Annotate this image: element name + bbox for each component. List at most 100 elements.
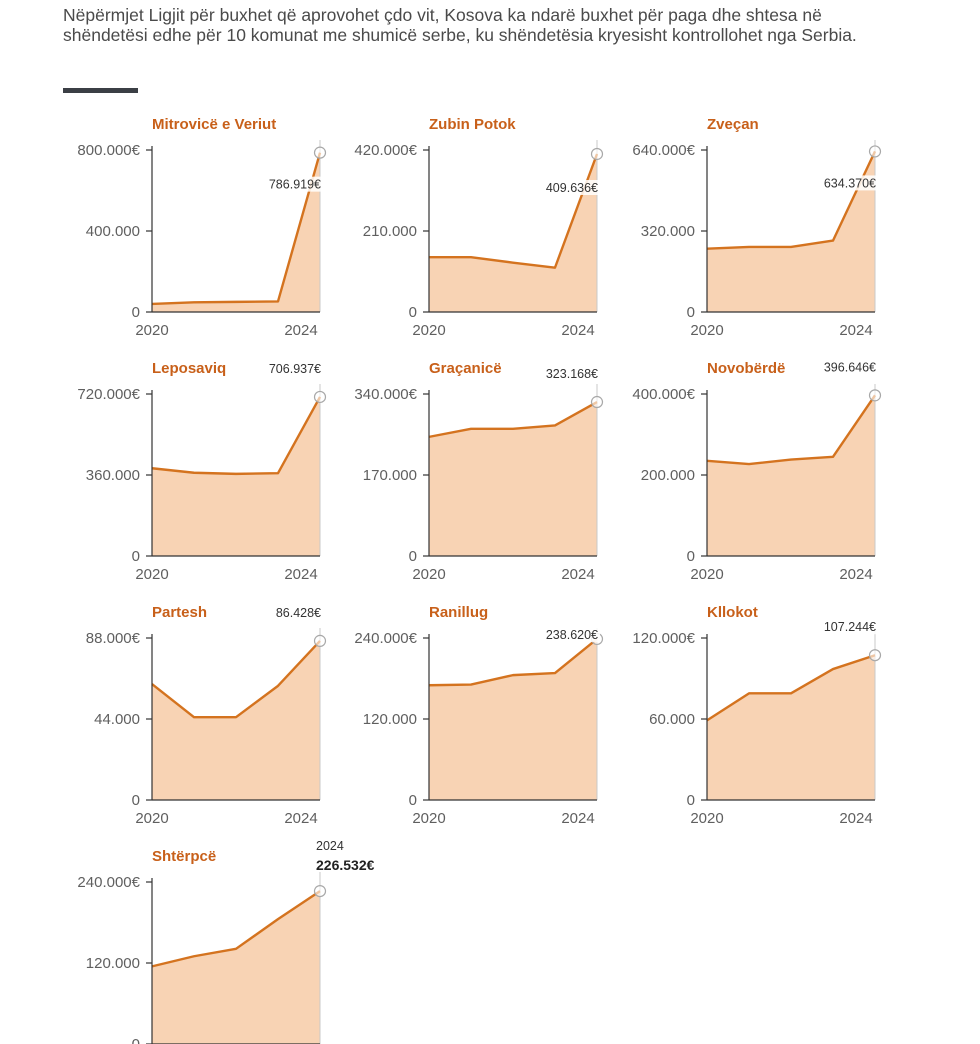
area-fill	[152, 396, 320, 556]
y-tick-label: 0	[132, 548, 140, 565]
x-tick-label: 2024	[839, 810, 872, 827]
chart-title: Shtërpcë	[152, 848, 216, 865]
area-fill	[429, 402, 597, 556]
x-tick-label: 2024	[284, 566, 317, 583]
chart-title: Zubin Potok	[429, 116, 516, 133]
y-tick-label: 88.000€	[86, 630, 141, 647]
y-tick-label: 320.000	[641, 223, 695, 240]
intro-text: Nëpërmjet Ligjit për buxhet që aprovohet…	[63, 5, 857, 45]
area-fill	[429, 638, 597, 800]
x-tick-label: 2024	[284, 810, 317, 827]
area-fill	[152, 152, 320, 312]
y-tick-label: 170.000	[363, 467, 417, 484]
value-label-bg	[814, 359, 878, 375]
area-fill	[707, 151, 875, 312]
x-tick-label: 2024	[561, 566, 594, 583]
x-tick-label: 2020	[690, 322, 723, 339]
chart-panel: Shtërpcë 0 120.000 240.000€ 2024 226.532€	[77, 839, 375, 1044]
value-label: 706.937€	[269, 362, 321, 376]
value-label-bg	[259, 176, 323, 192]
value-label: 786.919€	[269, 178, 321, 192]
chart-panel: Graçanicë 0 170.000 340.000€ 2020 2024 323.168…	[354, 360, 604, 583]
chart-panel: Partesh 0 44.000 88.000€ 2020 2024 86.428€	[86, 604, 327, 827]
value-label: 226.532€	[316, 857, 375, 873]
series-line	[706, 150, 877, 250]
x-tick-label: 2020	[135, 810, 168, 827]
highlight-point	[868, 145, 882, 158]
highlight-point	[313, 146, 327, 159]
value-label-bg	[536, 179, 600, 195]
value-label: 396.646€	[824, 360, 876, 374]
highlight-point	[313, 884, 327, 898]
series-line	[151, 640, 321, 719]
x-tick-label: 2020	[135, 322, 168, 339]
highlight-point	[590, 147, 604, 161]
y-tick-label: 420.000€	[354, 142, 417, 159]
chart-title: Kllokot	[707, 604, 758, 621]
value-label-bg	[814, 619, 878, 635]
value-label-bg	[536, 366, 600, 382]
chart-panel: Mitrovicë e Veriut 0 400.000 800.000€ 2020 20…	[77, 116, 327, 339]
value-label: 634.370€	[824, 176, 876, 190]
area-fill	[429, 153, 597, 312]
x-tick-label: 2020	[135, 566, 168, 583]
section-divider	[63, 88, 138, 93]
y-tick-label: 44.000	[94, 711, 140, 728]
series-line	[428, 400, 598, 439]
area-fill	[152, 640, 320, 800]
y-tick-label: 120.000€	[632, 630, 695, 647]
highlight-point	[313, 634, 327, 647]
chart-title: Leposaviq	[152, 360, 226, 377]
highlight-point	[868, 649, 882, 662]
y-tick-label: 0	[687, 792, 695, 809]
y-tick-label: 0	[132, 792, 140, 809]
area-fill	[707, 395, 875, 556]
value-label-bg	[814, 175, 878, 191]
chart-panel: Novobërdë 0 200.000 400.000€ 2020 2024 396.646…	[632, 359, 882, 583]
y-tick-label: 400.000€	[632, 386, 695, 403]
y-tick-label: 0	[132, 1036, 140, 1044]
chart-panel: Kllokot 0 60.000 120.000€ 2020 2024 107.244€	[632, 604, 882, 827]
series-line	[151, 152, 322, 306]
value-year-label: 2024	[316, 839, 344, 853]
series-line	[428, 638, 598, 687]
value-label-bg	[536, 626, 600, 642]
series-line	[151, 396, 322, 476]
x-tick-label: 2024	[839, 566, 872, 583]
value-label: 409.636€	[546, 181, 598, 195]
x-tick-label: 2020	[412, 566, 445, 583]
x-tick-label: 2024	[561, 322, 594, 339]
chart-title: Novobërdë	[707, 360, 785, 377]
chart-panel: Zubin Potok 0 210.000 420.000€ 2020 2024 409.6…	[354, 116, 604, 339]
highlight-point	[868, 389, 882, 402]
y-tick-label: 0	[687, 548, 695, 565]
series-line	[706, 394, 876, 466]
y-tick-label: 720.000€	[77, 386, 140, 403]
y-tick-label: 120.000	[363, 711, 417, 728]
value-label: 238.620€	[546, 628, 598, 642]
series-line	[706, 654, 876, 722]
value-label-bg	[266, 604, 323, 620]
y-tick-label: 0	[409, 792, 417, 809]
y-tick-label: 360.000	[86, 467, 140, 484]
chart-panel: Zveçan 0 320.000 640.000€ 2020 2024 634.370€	[632, 116, 882, 339]
y-tick-label: 800.000€	[77, 142, 140, 159]
y-tick-label: 0	[132, 304, 140, 321]
y-tick-label: 640.000€	[632, 142, 695, 159]
chart-title: Mitrovicë e Veriut	[152, 116, 276, 133]
highlight-point	[313, 390, 327, 404]
y-tick-label: 60.000	[649, 711, 695, 728]
chart-panel: Ranillug 0 120.000 240.000€ 2020 2024 238.620€	[354, 604, 604, 827]
y-tick-label: 340.000€	[354, 386, 417, 403]
chart-panel: Leposaviq 0 360.000 720.000€ 2020 2024 706.937…	[77, 360, 327, 583]
area-fill	[152, 891, 320, 1044]
area-fill	[707, 655, 875, 800]
y-tick-label: 0	[409, 548, 417, 565]
series-line	[151, 890, 321, 968]
chart-title: Zveçan	[707, 116, 759, 133]
x-tick-label: 2024	[839, 322, 872, 339]
x-tick-label: 2020	[412, 322, 445, 339]
y-tick-label: 240.000€	[77, 874, 140, 891]
x-tick-label: 2020	[690, 810, 723, 827]
